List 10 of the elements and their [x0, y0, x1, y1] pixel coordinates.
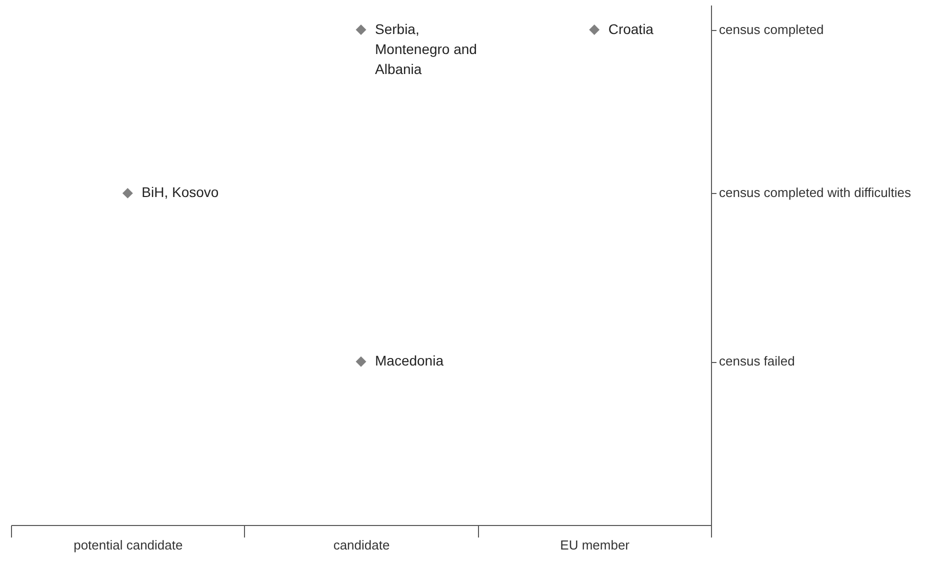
- text: census failed: [719, 354, 795, 369]
- annotation: Serbia, Montenegro and Albania: [375, 20, 477, 77]
- text: census completed with difficulties: [719, 185, 912, 200]
- annotation: BiH, Kosovo: [142, 184, 219, 200]
- x-tick-label: potential candidate: [74, 538, 183, 552]
- x-tick-label: candidate: [333, 538, 390, 552]
- annotation: Croatia: [608, 20, 654, 37]
- annotation: Macedonia: [375, 352, 444, 369]
- text: census completed: [719, 22, 824, 37]
- x-tick-label: EU member: [560, 538, 630, 552]
